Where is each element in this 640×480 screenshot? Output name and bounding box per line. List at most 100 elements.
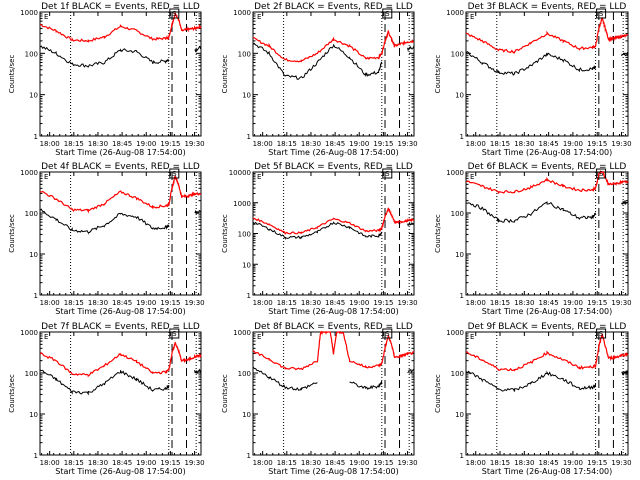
s-box xyxy=(382,328,393,339)
events-series-line xyxy=(465,370,597,392)
plot-frame xyxy=(39,331,202,456)
lld-series-line xyxy=(252,207,415,235)
x-tick-label: 18:45 xyxy=(325,459,345,467)
x-tick-label: 19:30 xyxy=(184,299,204,307)
events-series-line xyxy=(39,208,170,235)
plot-frame xyxy=(39,11,202,137)
y-tick-label: 10 xyxy=(242,411,251,419)
y-tick-label: 100 xyxy=(25,210,38,218)
events-series-line xyxy=(252,221,383,241)
lld-series-line xyxy=(39,341,202,378)
y-tick-label: 1 xyxy=(460,133,464,141)
y-tick-label: 100 xyxy=(238,370,251,378)
s-box-label: S xyxy=(172,330,177,338)
s-box-label: S xyxy=(172,170,177,178)
events-series-line xyxy=(465,51,597,76)
s-box-label: S xyxy=(599,10,604,18)
y-tick-label: 1 xyxy=(34,292,38,300)
events-series-line xyxy=(349,381,383,391)
panel-det-9: Det 9f BLACK = Events, RED = LLD 1 10 100 10… xyxy=(434,322,632,476)
x-tick-label: 18:15 xyxy=(64,299,84,307)
corner-label-e: E xyxy=(257,173,261,181)
x-axis-label: Start Time (26-Aug-08 17:54:00) xyxy=(268,307,399,316)
x-tick-label: 18:30 xyxy=(88,459,108,467)
x-tick-label: 18:15 xyxy=(64,140,84,148)
x-tick-label: 19:15 xyxy=(160,299,180,307)
y-tick-label: 1000 xyxy=(446,9,464,17)
x-tick-label: 18:45 xyxy=(112,299,132,307)
x-tick-label: 19:00 xyxy=(349,140,369,148)
x-tick-label: 19:00 xyxy=(563,140,583,148)
x-tick-label: 18:00 xyxy=(466,299,486,307)
y-tick-label: 100 xyxy=(451,50,464,58)
panel-title: Det 4f BLACK = Events, RED = LLD xyxy=(41,162,200,172)
x-tick-label: 18:15 xyxy=(490,459,510,467)
y-tick-label: 1000 xyxy=(446,169,464,177)
y-axis-label: Counts/sec xyxy=(434,214,442,253)
events-series-line xyxy=(39,45,170,69)
x-tick-label: 19:30 xyxy=(611,140,631,148)
events-series-line xyxy=(194,368,202,374)
x-tick-label: 19:00 xyxy=(136,299,156,307)
events-series-line xyxy=(194,209,202,216)
y-tick-label: 10000 xyxy=(229,169,251,177)
x-tick-label: 19:30 xyxy=(397,299,417,307)
y-tick-label: 100 xyxy=(25,50,38,58)
corner-label-e: E xyxy=(257,13,261,21)
s-box xyxy=(169,8,180,19)
y-tick-label: 100 xyxy=(451,210,464,218)
x-tick-label: 18:15 xyxy=(277,140,297,148)
panel-det-5: Det 5f BLACK = Events, RED = LLD 1 10 100 10… xyxy=(221,162,418,316)
x-axis-label: Start Time (26-Aug-08 17:54:00) xyxy=(268,148,399,157)
corner-label-e: E xyxy=(44,173,48,181)
y-tick-label: 1 xyxy=(34,133,38,141)
panel-det-2: Det 2f BLACK = Events, RED = LLD 1 10 100 10… xyxy=(221,2,418,157)
events-series-line xyxy=(621,52,629,57)
x-axis-label: Start Time (26-Aug-08 17:54:00) xyxy=(55,148,186,157)
x-tick-label: 18:00 xyxy=(253,459,273,467)
lld-series-line xyxy=(252,29,415,63)
x-tick-label: 19:30 xyxy=(184,140,204,148)
x-tick-label: 18:45 xyxy=(325,299,345,307)
corner-label-e: E xyxy=(470,333,474,341)
lld-series-line xyxy=(465,334,629,372)
y-tick-label: 10 xyxy=(242,261,251,269)
x-tick-label: 19:00 xyxy=(563,459,583,467)
s-box-label: S xyxy=(385,330,390,338)
y-tick-label: 1000 xyxy=(20,329,38,337)
x-tick-label: 19:00 xyxy=(349,299,369,307)
y-axis-label: Counts/sec xyxy=(8,214,16,253)
s-box xyxy=(596,168,607,179)
x-tick-label: 18:30 xyxy=(514,299,534,307)
events-series-line xyxy=(621,369,629,376)
events-series-line xyxy=(407,368,415,374)
s-box xyxy=(382,8,393,19)
y-axis-label: Counts/sec xyxy=(434,374,442,413)
s-box-label: S xyxy=(172,10,177,18)
s-box xyxy=(382,168,393,179)
x-tick-label: 18:15 xyxy=(490,299,510,307)
x-axis-label: Start Time (26-Aug-08 17:54:00) xyxy=(55,307,186,316)
x-tick-label: 19:15 xyxy=(587,299,607,307)
lld-series-line xyxy=(252,330,415,371)
events-series-line xyxy=(407,45,415,52)
panel-title: Det 6f BLACK = Events, RED = LLD xyxy=(468,162,627,172)
y-tick-label: 100 xyxy=(451,370,464,378)
y-tick-label: 1 xyxy=(247,133,251,141)
plot-frame xyxy=(465,331,629,456)
lld-series-line xyxy=(39,175,202,214)
x-tick-label: 19:15 xyxy=(587,140,607,148)
x-tick-label: 19:15 xyxy=(587,459,607,467)
x-tick-label: 19:00 xyxy=(136,459,156,467)
events-series-line xyxy=(252,42,383,80)
x-tick-label: 18:30 xyxy=(88,140,108,148)
y-tick-label: 1 xyxy=(34,452,38,460)
events-series-line xyxy=(621,199,629,206)
y-axis-label: Counts/sec xyxy=(434,55,442,94)
panel-det-7: Det 7f BLACK = Events, RED = LLD 1 10 100 10… xyxy=(8,322,205,476)
y-tick-label: 1000 xyxy=(233,329,251,337)
x-tick-label: 19:30 xyxy=(397,459,417,467)
lld-series-line xyxy=(465,17,629,55)
panel-det-4: Det 4f BLACK = Events, RED = LLD 1 10 100 10… xyxy=(8,162,205,316)
x-tick-label: 18:15 xyxy=(277,299,297,307)
